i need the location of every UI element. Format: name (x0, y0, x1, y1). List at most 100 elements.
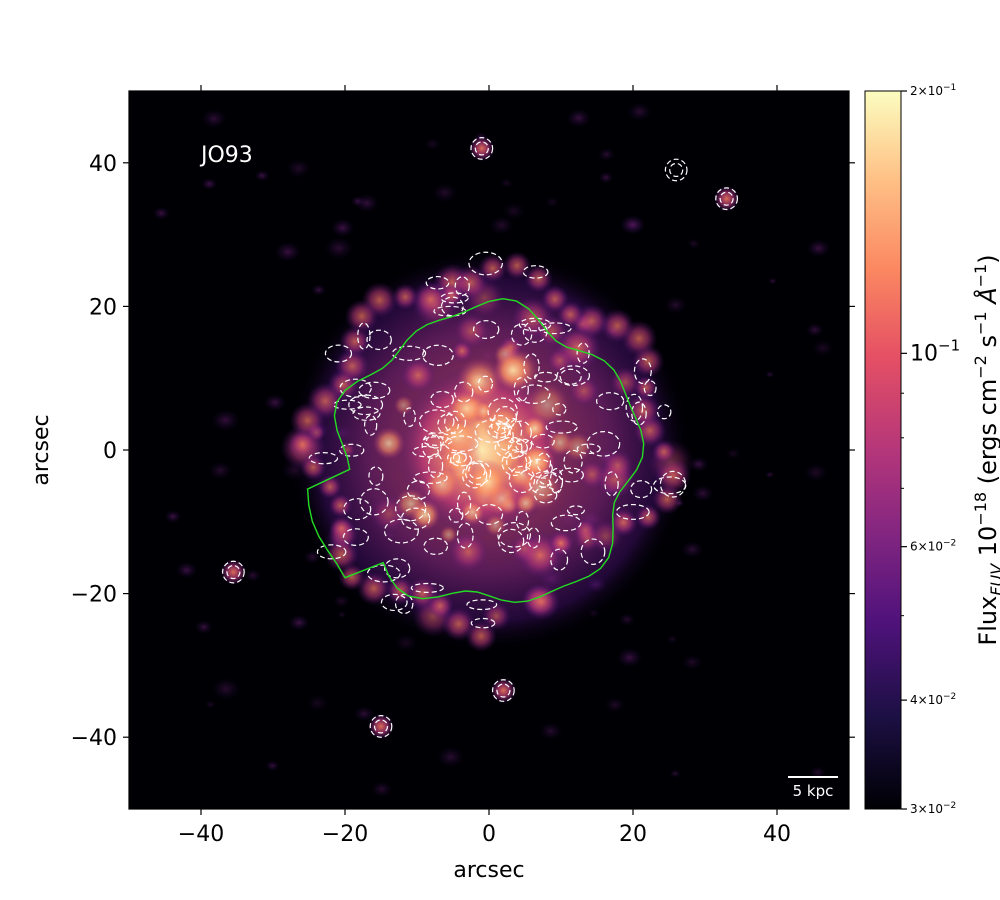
arm-knot (651, 439, 676, 464)
colorbar-tick-label: 10−1 (910, 336, 960, 366)
contour-loop (440, 296, 464, 317)
contour-loop (472, 320, 500, 340)
arm-knot (540, 285, 569, 314)
emission-knot (568, 375, 600, 407)
y-tick-label: −40 (71, 726, 117, 751)
noise-speck (244, 569, 261, 582)
compact-source (368, 713, 394, 740)
emission-knot (464, 459, 511, 505)
noise-speck (263, 393, 287, 411)
contour-loop (625, 393, 644, 422)
noise-speck (804, 463, 828, 482)
noise-speck (681, 540, 704, 558)
emission-knot (601, 449, 634, 482)
compact-source (490, 677, 517, 704)
contour-loop (474, 141, 489, 156)
contour-loop (633, 358, 652, 385)
noise-speck (627, 102, 652, 121)
contour-loop (226, 564, 241, 580)
emission-knot (484, 513, 507, 537)
contour-loop (563, 449, 583, 474)
arm-knot (289, 402, 326, 439)
arm-knot (288, 429, 317, 459)
contour-loop (373, 719, 389, 734)
contour-loop (413, 471, 448, 484)
white-dashed-contours (221, 137, 738, 738)
noise-speck (544, 196, 560, 208)
contour-loop (447, 451, 461, 464)
contour-loop (566, 505, 585, 516)
contour-loop (526, 527, 541, 549)
noise-speck (176, 562, 198, 579)
contour-loop (410, 582, 444, 593)
y-tick-label: 20 (89, 295, 117, 320)
emission-knot (423, 465, 461, 503)
contour-loop (363, 414, 378, 436)
arm-knot (357, 571, 391, 606)
noise-speck (194, 620, 213, 634)
noise-speck (765, 471, 775, 479)
emission-knot (588, 519, 623, 554)
x-tick-label: −20 (322, 822, 368, 847)
noise-speck (616, 647, 643, 668)
contour-loop (496, 422, 514, 451)
contour-loop (448, 507, 464, 523)
y-axis-label: arcsec (29, 414, 54, 485)
noise-speck (288, 614, 310, 631)
contour-loop (366, 329, 392, 351)
contour-loop (394, 495, 427, 522)
noise-speck (809, 765, 827, 779)
arm-knot (635, 504, 662, 531)
noise-speck (687, 238, 701, 249)
contour-loop (497, 522, 532, 548)
contour-loop (466, 599, 498, 611)
arm-knot (344, 299, 379, 334)
contour-loop (715, 187, 738, 211)
contour-loop (477, 375, 494, 393)
emission-knot (516, 443, 555, 482)
contour-loop (421, 432, 442, 459)
noise-speck (211, 677, 241, 700)
contour-loop (501, 449, 528, 477)
colorbar-tick-label: 6×10−2 (910, 539, 956, 554)
arm-knot (600, 308, 635, 343)
compact-source (548, 530, 574, 557)
contour-loop (403, 407, 416, 427)
contour-loop (391, 345, 427, 361)
contour-loop (549, 468, 564, 494)
contour-loop (380, 593, 408, 612)
emission-knot (493, 350, 533, 390)
colorbar-tick-label: 4×10−2 (910, 692, 956, 707)
y-axis-ticks: −40 −20 0 20 40 (71, 152, 855, 751)
noise-speck (502, 202, 526, 220)
noise-speck (324, 237, 354, 260)
noise-speck (688, 456, 709, 472)
contour-loop (550, 514, 582, 532)
x-axis-label: arcsec (453, 858, 524, 883)
contour-loop (359, 488, 389, 516)
arm-knot (324, 537, 359, 572)
noise-speck (353, 705, 375, 722)
contour-loop (653, 476, 687, 495)
contour-loop (333, 399, 362, 410)
contour-loop (515, 510, 530, 531)
emission-knot (400, 357, 436, 394)
contour-loop (530, 433, 555, 449)
contour-loop (308, 452, 339, 465)
arm-knot (412, 281, 449, 318)
scale-bar-label: 5 kpc (793, 782, 834, 800)
y-tick-label: 0 (103, 439, 117, 464)
contour-loop (558, 467, 584, 483)
contour-loop (465, 460, 492, 485)
contour-loop (444, 435, 479, 452)
emission-knot (447, 531, 489, 573)
y-tick-label: 40 (89, 152, 117, 177)
noise-speck (618, 613, 636, 626)
noise-speck (211, 409, 240, 432)
contour-loop (509, 420, 532, 445)
noise-speck (274, 241, 301, 262)
noise-speck (265, 760, 280, 771)
x-tick-label: 20 (619, 822, 647, 847)
contour-loop (490, 414, 510, 435)
arm-knot (328, 493, 353, 518)
